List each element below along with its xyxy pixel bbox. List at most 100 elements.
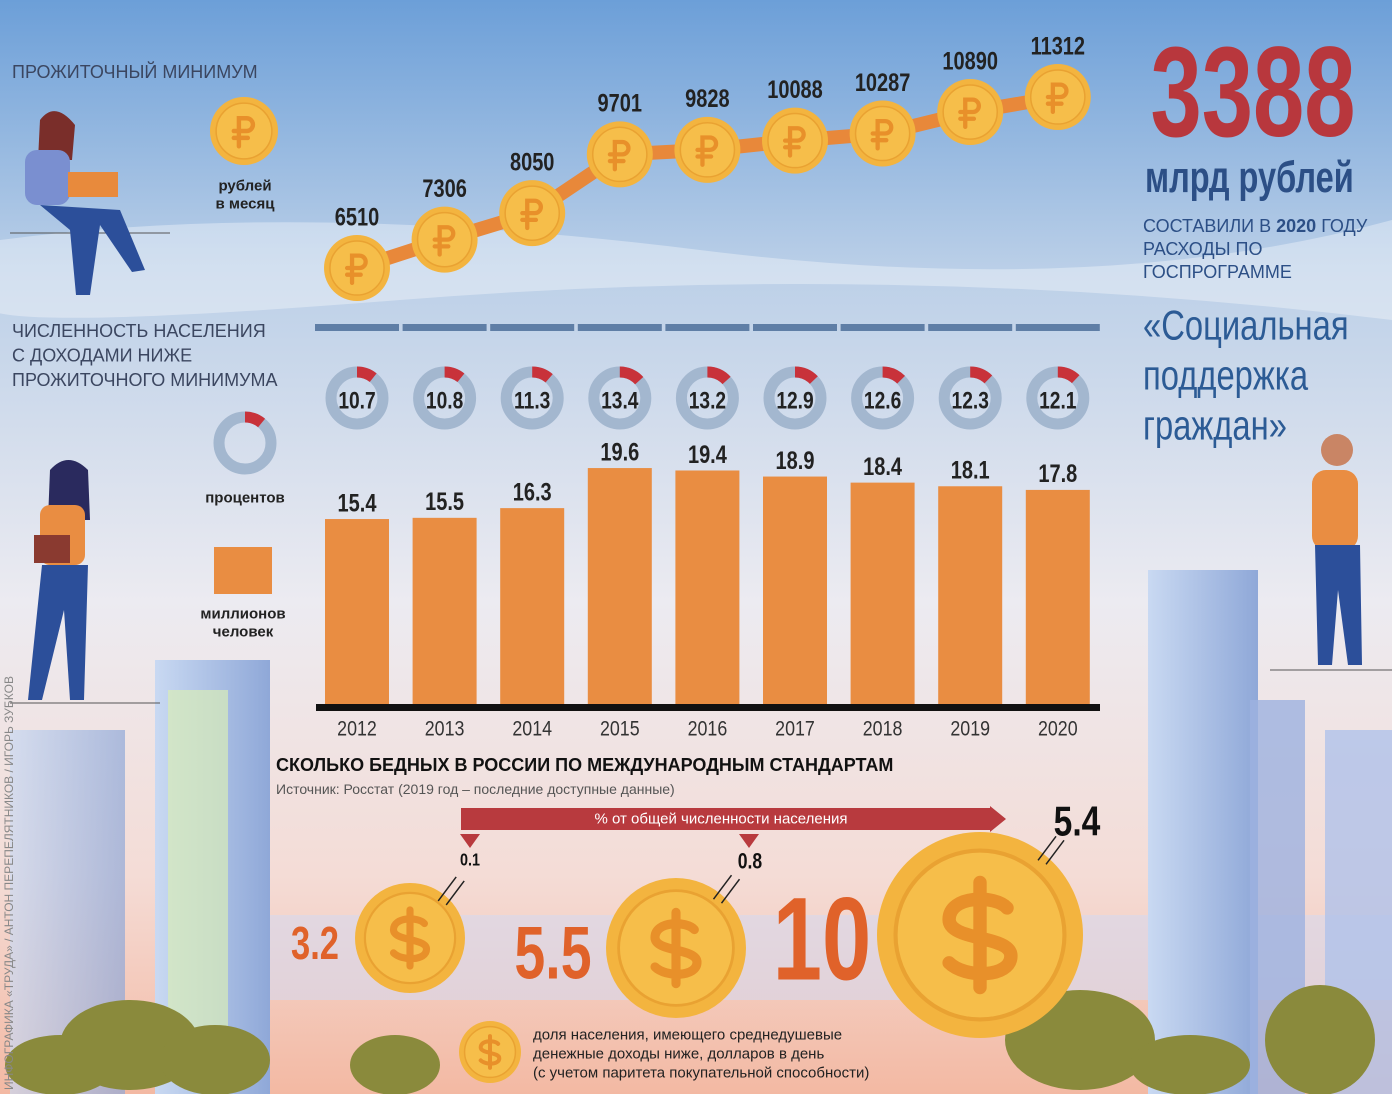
page: {"credit":"ИНФОГРАФИКА «ТРУДА» / АНТОН П… — [0, 0, 1392, 1094]
value-label: 19.6 — [600, 438, 639, 466]
value-label: 13.4 — [601, 386, 638, 414]
coin — [210, 97, 278, 165]
coin — [459, 1021, 521, 1083]
text: СОСТАВИЛИ В — [1143, 216, 1271, 236]
divider — [1016, 324, 1100, 331]
bar — [675, 470, 739, 706]
x-tick-label: 2019 — [950, 717, 990, 741]
divider — [403, 324, 487, 331]
bar — [500, 508, 564, 706]
chart-title: СКОЛЬКО БЕДНЫХ В РОССИИ ПО МЕЖДУНАРОДНЫМ… — [276, 755, 893, 775]
value-label: 16.3 — [513, 478, 552, 506]
coin — [412, 207, 478, 273]
bar — [763, 477, 827, 706]
donut-slice — [445, 372, 461, 378]
value-label: 10.8 — [426, 386, 463, 414]
value-label: 10287 — [855, 69, 911, 97]
value-label: 10890 — [942, 47, 998, 75]
chart-title: ПРОЖИТОЧНЫЙ МИНИМУМ — [12, 61, 258, 82]
value-label: 12.1 — [1039, 386, 1076, 414]
divider — [315, 324, 399, 331]
value-label: 17.8 — [1038, 460, 1077, 488]
coin — [499, 180, 565, 246]
value-label: 12.9 — [776, 386, 813, 414]
arrow-label: % от общей численности населения — [594, 811, 847, 828]
category-label: 5.5 — [514, 912, 591, 995]
coin — [355, 883, 465, 993]
bar — [413, 518, 477, 706]
legend-label: рублей — [218, 178, 271, 195]
bar — [588, 468, 652, 706]
x-tick-label: 2012 — [337, 717, 377, 741]
building — [1148, 570, 1258, 1094]
donut-slice — [357, 372, 373, 378]
donut-slice — [532, 372, 549, 378]
value-label: 10088 — [767, 76, 823, 104]
legend-label: денежные доходы ниже, долларов в день — [533, 1046, 824, 1063]
value-label: 11.3 — [514, 386, 550, 414]
baseline — [316, 704, 1100, 711]
x-tick-label: 2016 — [688, 717, 728, 741]
value-label: 15.4 — [338, 489, 377, 517]
bar — [938, 486, 1002, 706]
value-label: 0.1 — [460, 850, 480, 870]
legend-label: доля населения, имеющего среднедушевые — [533, 1027, 842, 1044]
value-label: 12.3 — [952, 386, 989, 414]
value-label: 10.7 — [338, 386, 375, 414]
coin — [850, 101, 916, 167]
value-label: 12.6 — [864, 386, 901, 414]
value-label: 5.4 — [1054, 799, 1101, 845]
credit: ИНФОГРАФИКА «ТРУДА» / АНТОН ПЕРЕПЕЛЯТНИК… — [2, 676, 16, 1090]
bar — [1026, 490, 1090, 706]
bar — [851, 483, 915, 706]
coin — [937, 79, 1003, 145]
headline-text: СОСТАВИЛИ В 2020 ГОДУ РАСХОДЫ ПО ГОСПРОГ… — [1143, 215, 1373, 284]
chart-title: ПРОЖИТОЧНОГО МИНИМУМА — [12, 370, 278, 390]
divider — [841, 324, 925, 331]
coin — [762, 108, 828, 174]
legend-swatch — [214, 547, 272, 594]
value-label: 15.5 — [425, 488, 464, 516]
x-tick-label: 2014 — [512, 717, 552, 741]
value-label: 6510 — [335, 203, 379, 231]
infographic: 3388млрд рублей«Социальнаяподдержкагражд… — [0, 0, 1392, 1094]
coin — [587, 121, 653, 187]
value-label: 9701 — [598, 90, 642, 118]
coin — [324, 235, 390, 301]
category-label: 10 — [773, 874, 871, 1005]
donut-slice — [245, 417, 262, 423]
value-label: 8050 — [510, 148, 554, 176]
year: 2020 — [1276, 216, 1316, 236]
legend-label: процентов — [205, 490, 285, 507]
legend-label: в месяц — [216, 196, 276, 213]
bar — [325, 519, 389, 706]
chart-title: С ДОХОДАМИ НИЖЕ — [12, 346, 192, 366]
divider — [490, 324, 574, 331]
value-label: 19.4 — [688, 441, 727, 469]
value-label: 18.9 — [776, 447, 815, 475]
legend-label: миллионов — [200, 606, 285, 623]
x-tick-label: 2017 — [775, 717, 815, 741]
coin — [674, 117, 740, 183]
value-label: 11312 — [1031, 32, 1085, 60]
coin — [1025, 64, 1091, 130]
divider — [928, 324, 1012, 331]
legend-label: человек — [213, 624, 274, 641]
program-name: граждан» — [1143, 402, 1287, 449]
headline-unit: млрд рублей — [1145, 154, 1354, 203]
divider — [578, 324, 662, 331]
value-label: 18.4 — [863, 453, 902, 481]
headline-amount: 3388 — [1150, 20, 1355, 163]
x-tick-label: 2018 — [863, 717, 903, 741]
chart-title: ЧИСЛЕННОСТЬ НАСЕЛЕНИЯ — [12, 321, 266, 341]
x-tick-label: 2015 — [600, 717, 640, 741]
x-tick-label: 2013 — [425, 717, 465, 741]
value-label: 0.8 — [738, 850, 762, 874]
legend-label: (с учетом паритета покупательной способн… — [533, 1065, 869, 1082]
chart-subtitle: Источник: Росстат (2019 год – последние … — [276, 781, 675, 797]
value-label: 13.2 — [689, 386, 726, 414]
value-label: 7306 — [422, 175, 466, 203]
coin — [877, 832, 1083, 1038]
value-label: 9828 — [685, 85, 729, 113]
value-label: 18.1 — [951, 456, 990, 484]
